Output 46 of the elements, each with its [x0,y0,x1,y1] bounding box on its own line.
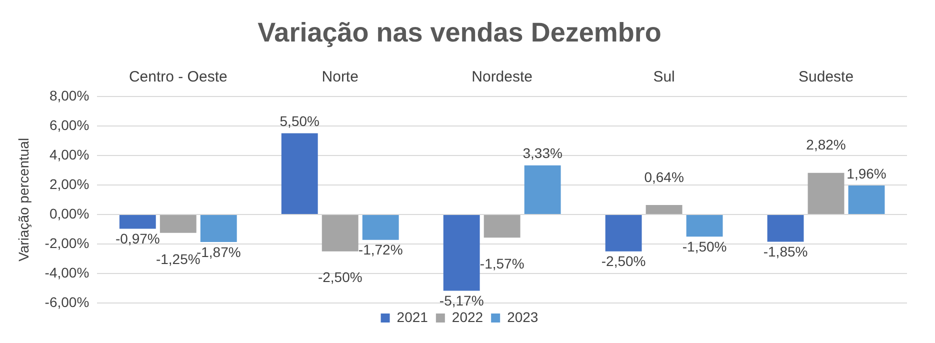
bar [160,214,196,233]
x-tick-label: Norte [322,68,358,86]
y-tick-label: -4,00% [44,264,90,280]
bar [646,205,682,214]
bar [808,172,844,214]
data-label: -1,50% [682,238,727,254]
chart-title: Variação nas vendas Dezembro [258,18,662,48]
bar [322,214,358,252]
data-label: -5,17% [439,292,484,309]
bar [605,214,642,252]
data-label: -1,72% [358,242,403,258]
data-label: 3,33% [522,145,562,162]
x-tick-label: Nordeste [472,68,533,86]
y-tick-label: 6,00% [49,116,90,133]
data-label: -1,57% [480,255,524,272]
data-label: -1,85% [763,244,808,260]
data-label: 5,50% [280,113,320,130]
bar [200,214,237,242]
data-label: -2,50% [601,253,646,270]
bar [362,214,399,240]
y-tick-label: -6,00% [44,294,90,310]
x-tick-label: Sul [653,68,675,86]
bar [767,214,804,242]
legend-label: 2022 [452,308,484,325]
data-label: 0,64% [644,168,684,185]
bar [443,214,480,291]
y-tick-label: 8,00% [49,87,90,104]
bar [484,214,520,238]
data-label: 2,82% [806,136,846,153]
data-label: 1,96% [846,165,886,182]
data-label: -0,97% [115,230,160,247]
y-tick-label: 4,00% [49,146,90,162]
data-label: -2,50% [318,269,362,286]
bar [281,133,318,214]
bar [524,165,561,214]
y-axis-title: Variação percentual [15,138,32,262]
x-tick-label: Sudeste [798,68,854,86]
legend-label: 2023 [507,308,538,325]
legend-label: 2021 [396,308,428,325]
y-tick-label: 0,00% [49,205,90,222]
bar [848,186,885,214]
bar [119,214,156,229]
y-tick-label: -2,00% [44,234,90,251]
x-tick-label: Centro - Oeste [128,68,228,86]
y-tick-label: 2,00% [49,176,90,192]
bar [686,214,723,237]
